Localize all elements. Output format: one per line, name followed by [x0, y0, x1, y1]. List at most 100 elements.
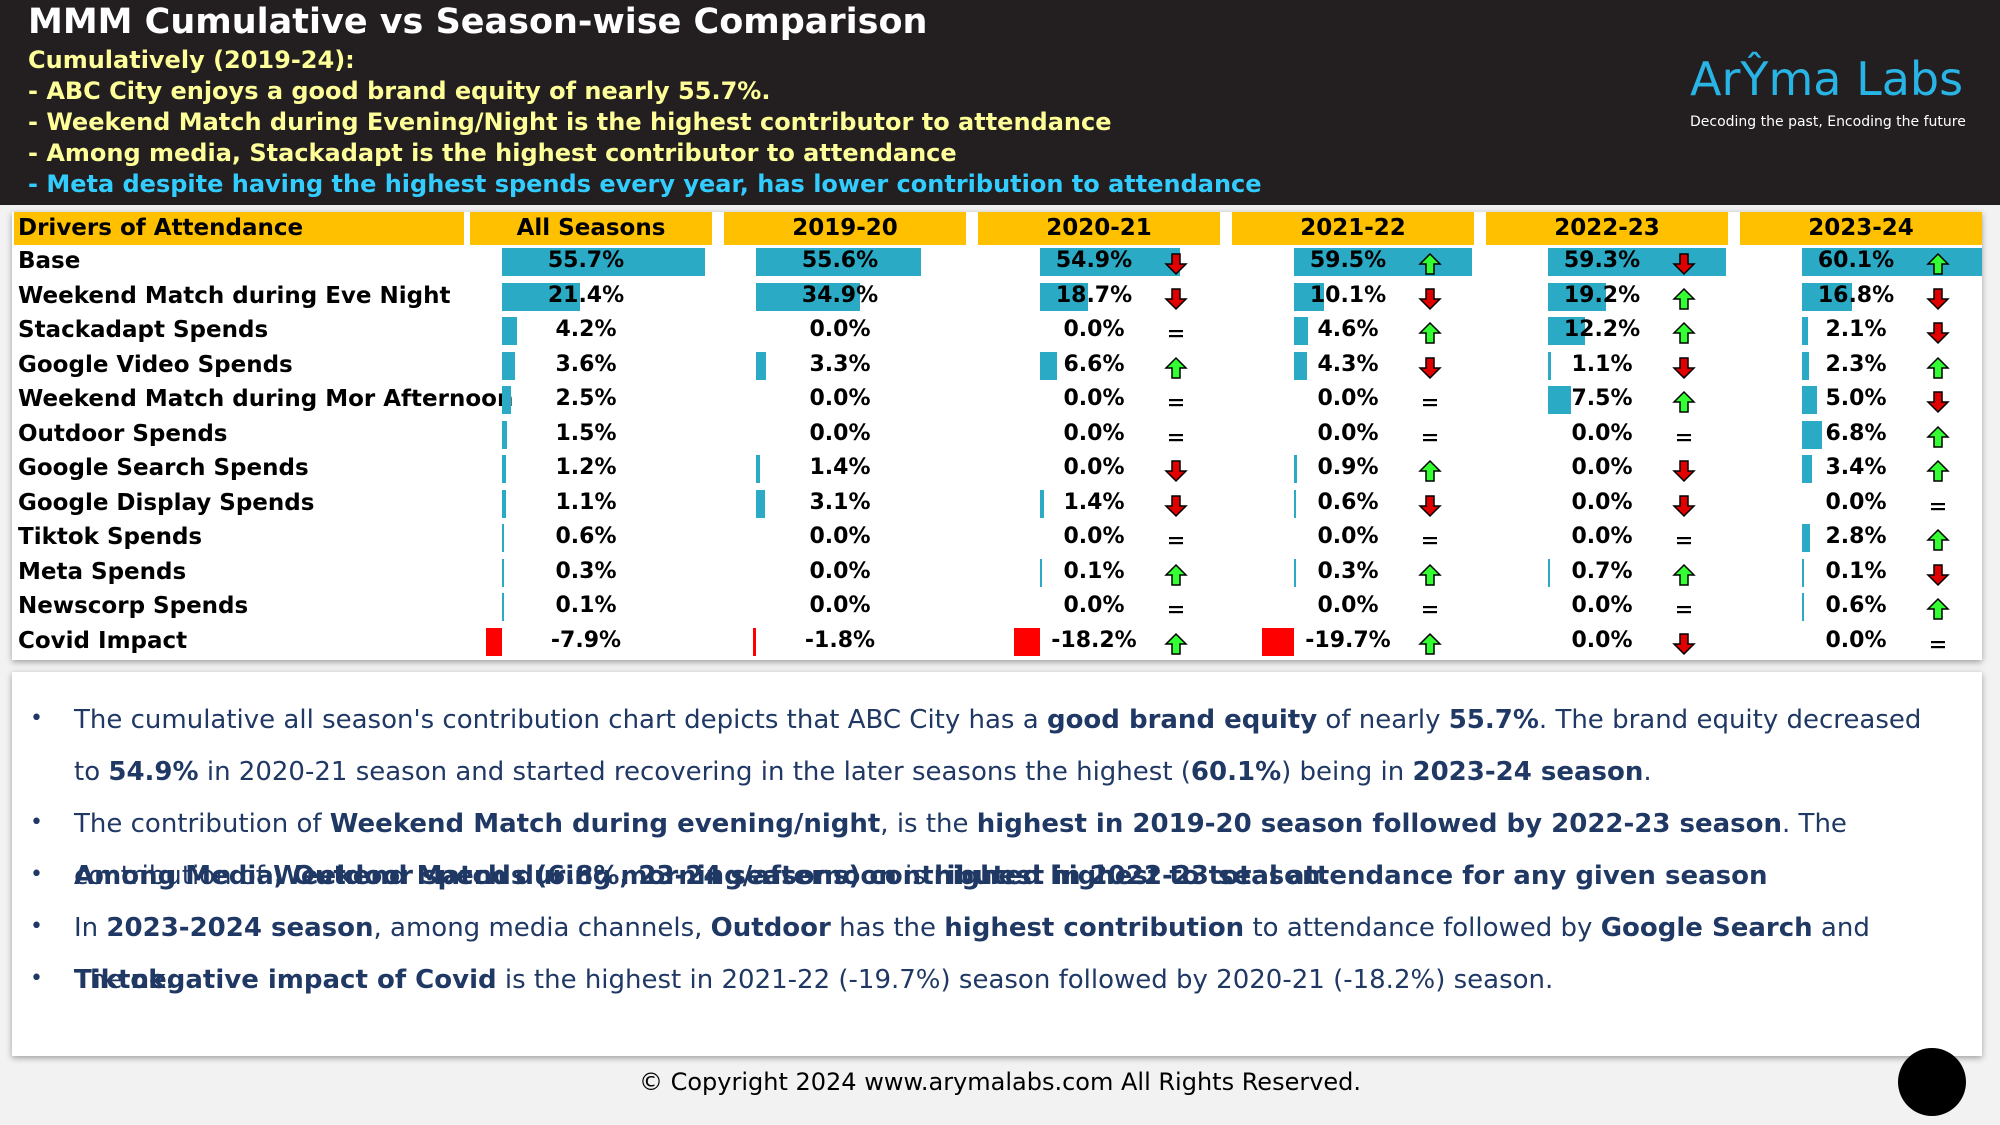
- value-label: 10.1%: [1309, 282, 1387, 308]
- value-bar: [1040, 282, 1088, 311]
- arrow-down-icon: [1672, 459, 1696, 483]
- value-bar: [502, 524, 505, 552]
- value-bar: [1802, 524, 1811, 552]
- value-bar: [1040, 558, 1042, 587]
- row-label: Tiktok Spends: [18, 524, 203, 550]
- value-bar: [1802, 558, 1804, 587]
- value-label: 0.0%: [1571, 489, 1633, 515]
- value-bar: [1802, 351, 1809, 380]
- equal-icon: [1164, 390, 1188, 414]
- equal-icon: [1164, 528, 1188, 552]
- value-label: 1.1%: [555, 489, 617, 515]
- value-label: -19.7%: [1305, 627, 1391, 653]
- row-label: Covid Impact: [18, 627, 188, 654]
- value-label: 0.0%: [1571, 524, 1633, 549]
- value-bar: [1548, 248, 1726, 276]
- drivers-table: Drivers of Attendance All Seasons 2019-20…: [12, 212, 1982, 660]
- equal-icon: [1418, 528, 1442, 552]
- equal-icon: [1672, 425, 1696, 449]
- value-bar: [756, 351, 766, 380]
- value-label: 60.1%: [1817, 248, 1895, 273]
- arrow-up-icon: [1926, 528, 1950, 552]
- row-label: Weekend Match during Eve Night: [18, 282, 451, 309]
- summary-point: In 2023-2024 season, among media channel…: [74, 913, 1870, 995]
- value-label: 0.3%: [1317, 558, 1379, 584]
- company-tagline: Decoding the past, Encoding the future: [1690, 114, 1966, 130]
- value-label: 0.9%: [1317, 455, 1379, 480]
- bullet-icon: •: [30, 862, 43, 887]
- value-bar: [502, 386, 512, 414]
- arrow-down-icon: [1926, 287, 1950, 311]
- value-bar: [1802, 248, 1982, 276]
- value-bar: [502, 282, 580, 311]
- value-label: 0.0%: [1063, 524, 1125, 549]
- arrow-up-icon: [1926, 425, 1950, 449]
- value-label: 4.6%: [1317, 317, 1379, 342]
- column-header: 2020-21: [978, 212, 1220, 245]
- value-label: 0.0%: [1317, 593, 1379, 618]
- arrow-down-icon: [1926, 563, 1950, 587]
- arrow-up-icon: [1164, 563, 1188, 587]
- value-label: 2.8%: [1825, 524, 1887, 549]
- value-label: 6.6%: [1063, 351, 1125, 377]
- value-bar: [1040, 351, 1057, 380]
- arrow-up-icon: [1418, 321, 1442, 345]
- value-label: 1.4%: [1063, 489, 1125, 515]
- arrow-up-icon: [1672, 287, 1696, 311]
- summary-box: • The cumulative all season's contributio…: [12, 672, 1982, 1056]
- value-label: 0.0%: [809, 524, 871, 549]
- column-header: 2019-20: [724, 212, 966, 245]
- value-bar: [756, 455, 761, 483]
- bullet-icon: •: [30, 966, 43, 991]
- value-bar: [1802, 386, 1817, 414]
- summary-point: Among Media, Outdoor spends (6.8%, 23-24…: [74, 861, 1768, 891]
- value-label: 1.1%: [1571, 351, 1633, 377]
- value-bar: [756, 282, 860, 311]
- value-bar: [1294, 558, 1296, 587]
- value-label: 59.5%: [1309, 248, 1387, 273]
- insight-line-1: Cumulatively (2019-24):: [28, 46, 355, 74]
- arrow-up-icon: [1926, 252, 1950, 276]
- arrow-up-icon: [1418, 459, 1442, 483]
- value-label: 55.7%: [547, 248, 625, 273]
- equal-icon: [1418, 390, 1442, 414]
- value-bar: [1548, 351, 1552, 380]
- row-label: Base: [18, 248, 81, 274]
- value-bar: [502, 351, 516, 380]
- page-title: MMM Cumulative vs Season-wise Comparison: [28, 2, 928, 42]
- row-label: Outdoor Spends: [18, 420, 228, 447]
- arrow-up-icon: [1672, 390, 1696, 414]
- value-bar: [502, 317, 518, 345]
- header-banner: MMM Cumulative vs Season-wise Comparison…: [0, 0, 2000, 205]
- value-label: 0.0%: [1825, 489, 1887, 515]
- insight-line-5: - Meta despite having the highest spends…: [28, 170, 1262, 198]
- value-label: 2.5%: [555, 386, 617, 411]
- summary-point: The negative impact of Covid is the high…: [74, 965, 1554, 995]
- summary-point: The cumulative all season's contribution…: [74, 705, 1922, 787]
- value-label: 0.7%: [1571, 558, 1633, 584]
- arrow-down-icon: [1672, 252, 1696, 276]
- value-bar: [486, 627, 502, 656]
- value-bar: [1548, 317, 1585, 345]
- value-label: 3.3%: [809, 351, 871, 377]
- column-header: 2022-23: [1486, 212, 1728, 245]
- round-button[interactable]: [1898, 1048, 1966, 1116]
- value-label: 4.2%: [555, 317, 617, 342]
- column-header: All Seasons: [470, 212, 712, 245]
- row-label: Newscorp Spends: [18, 593, 249, 619]
- value-bar: [502, 558, 504, 587]
- equal-icon: [1926, 494, 1950, 518]
- value-label: 3.4%: [1825, 455, 1887, 480]
- arrow-up-icon: [1926, 459, 1950, 483]
- value-label: 0.6%: [555, 524, 617, 549]
- value-label: 19.2%: [1563, 282, 1641, 308]
- value-label: 0.0%: [1317, 524, 1379, 549]
- value-label: 0.3%: [555, 558, 617, 584]
- value-bar: [1802, 455, 1813, 483]
- summary-point: The contribution of Weekend Match during…: [74, 809, 1847, 891]
- bullet-icon: •: [30, 706, 43, 731]
- value-bar: [1548, 282, 1606, 311]
- value-label: 0.0%: [1571, 627, 1633, 653]
- arrow-down-icon: [1672, 632, 1696, 656]
- value-label: 0.0%: [809, 420, 871, 446]
